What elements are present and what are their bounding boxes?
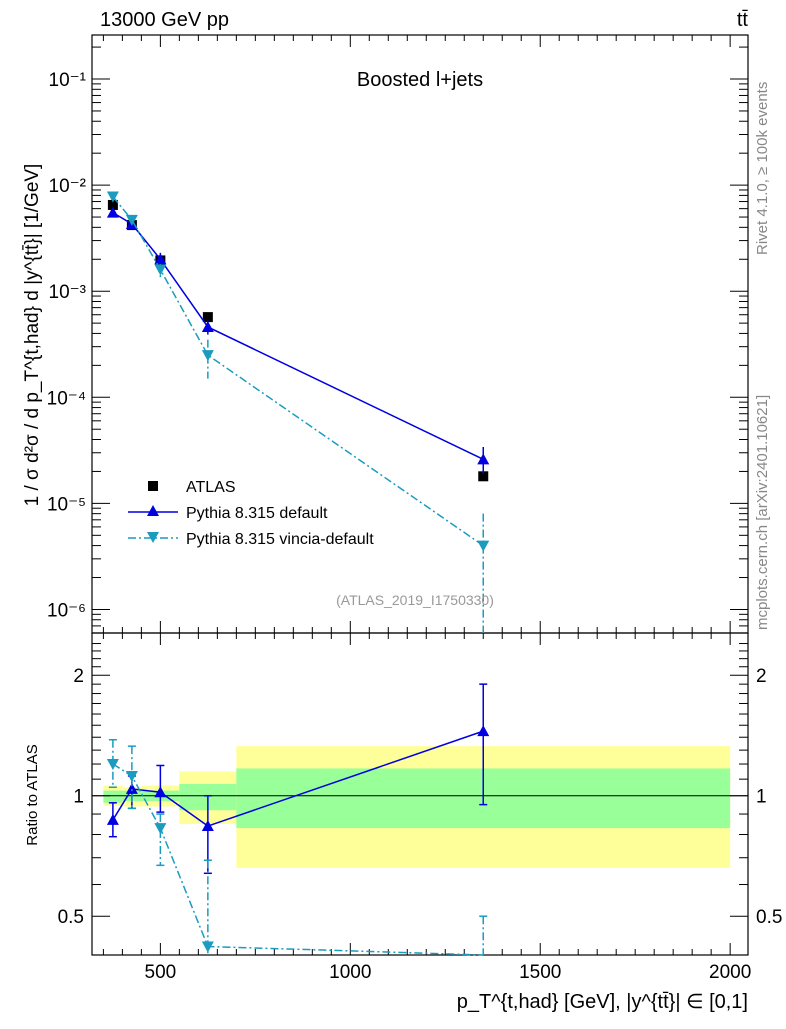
legend-label-default: Pythia 8.315 default: [186, 505, 328, 522]
y-axis-label: 1 / σ d²σ / d p_T^{t,had} d |y^{tt̄}| [1…: [22, 164, 43, 507]
ratio-point-vincia: [154, 823, 167, 835]
ratio-tick-label: 0.5: [58, 907, 84, 928]
legend-marker-vincia: [147, 532, 159, 543]
ratio-point-default: [477, 725, 490, 737]
data-point-atlas: [202, 312, 213, 323]
y-tick-label: 10⁻³: [49, 282, 87, 303]
ratio-point-default: [106, 813, 119, 825]
ratio-tick-label-right: 0.5: [756, 907, 782, 928]
legend: ATLAS Pythia 8.315 default Pythia 8.315 …: [128, 479, 374, 548]
x-tick-label: 2000: [709, 962, 751, 983]
annotation: Boosted l+jets: [357, 69, 483, 91]
legend-label-vincia: Pythia 8.315 vincia-default: [186, 531, 374, 548]
ratio-y-axis-label: Ratio to ATLAS: [24, 744, 41, 845]
ratio-point-default: [201, 820, 214, 832]
data-point-vincia: [154, 264, 167, 276]
ratio-tick-label: 1: [73, 787, 84, 808]
side-label-bottom: mcplots.cern.ch [arXiv:2401.10621]: [754, 395, 771, 630]
title-left: 13000 GeV pp: [100, 9, 229, 31]
ratio-frame: [91, 632, 749, 956]
line-default: [112, 212, 484, 461]
ratio-tick-label-right: 1: [756, 787, 767, 808]
data-point-default: [201, 320, 214, 332]
ratio-point-vincia: [106, 759, 119, 771]
analysis-id: (ATLAS_2019_I1750330): [336, 592, 494, 608]
y-tick-label: 10⁻⁴: [47, 388, 86, 409]
ratio-point-default: [125, 782, 138, 794]
data-point-atlas: [478, 471, 489, 482]
data-point-vincia: [106, 191, 119, 203]
legend-label-atlas: ATLAS: [186, 479, 236, 496]
legend-marker-atlas: [148, 481, 158, 491]
ratio-point-vincia: [125, 771, 138, 783]
ratio-band-stat: [103, 790, 123, 803]
x-tick-label: 1000: [329, 962, 371, 983]
title-right: tt̄: [737, 9, 749, 31]
data-point-default: [154, 253, 167, 265]
data-point-default: [477, 453, 490, 465]
data-point-vincia: [125, 214, 138, 226]
ratio-tick-label-right: 2: [756, 666, 767, 687]
x-tick-label: 500: [145, 962, 177, 983]
data-point-atlas: [107, 199, 118, 210]
x-tick-label: 1500: [519, 962, 561, 983]
data-point-default: [106, 206, 119, 218]
y-tick-label: 10⁻¹: [49, 70, 87, 91]
ratio-tick-label: 2: [73, 666, 84, 687]
ratio-point-vincia: [201, 941, 214, 953]
x-axis-label: p_T^{t,had} [GeV], |y^{tt̄}| ∈ [0,1]: [457, 991, 748, 1013]
side-label-top: Rivet 4.1.0, ≥ 100k events: [754, 82, 771, 255]
y-tick-label: 10⁻²: [49, 176, 87, 197]
data-point-vincia: [477, 540, 490, 552]
y-tick-label: 10⁻⁶: [47, 600, 86, 621]
legend-marker-default: [147, 505, 159, 516]
y-tick-label: 10⁻⁵: [47, 494, 86, 515]
data-point-vincia: [201, 350, 214, 362]
ratio-point-default: [154, 786, 167, 798]
